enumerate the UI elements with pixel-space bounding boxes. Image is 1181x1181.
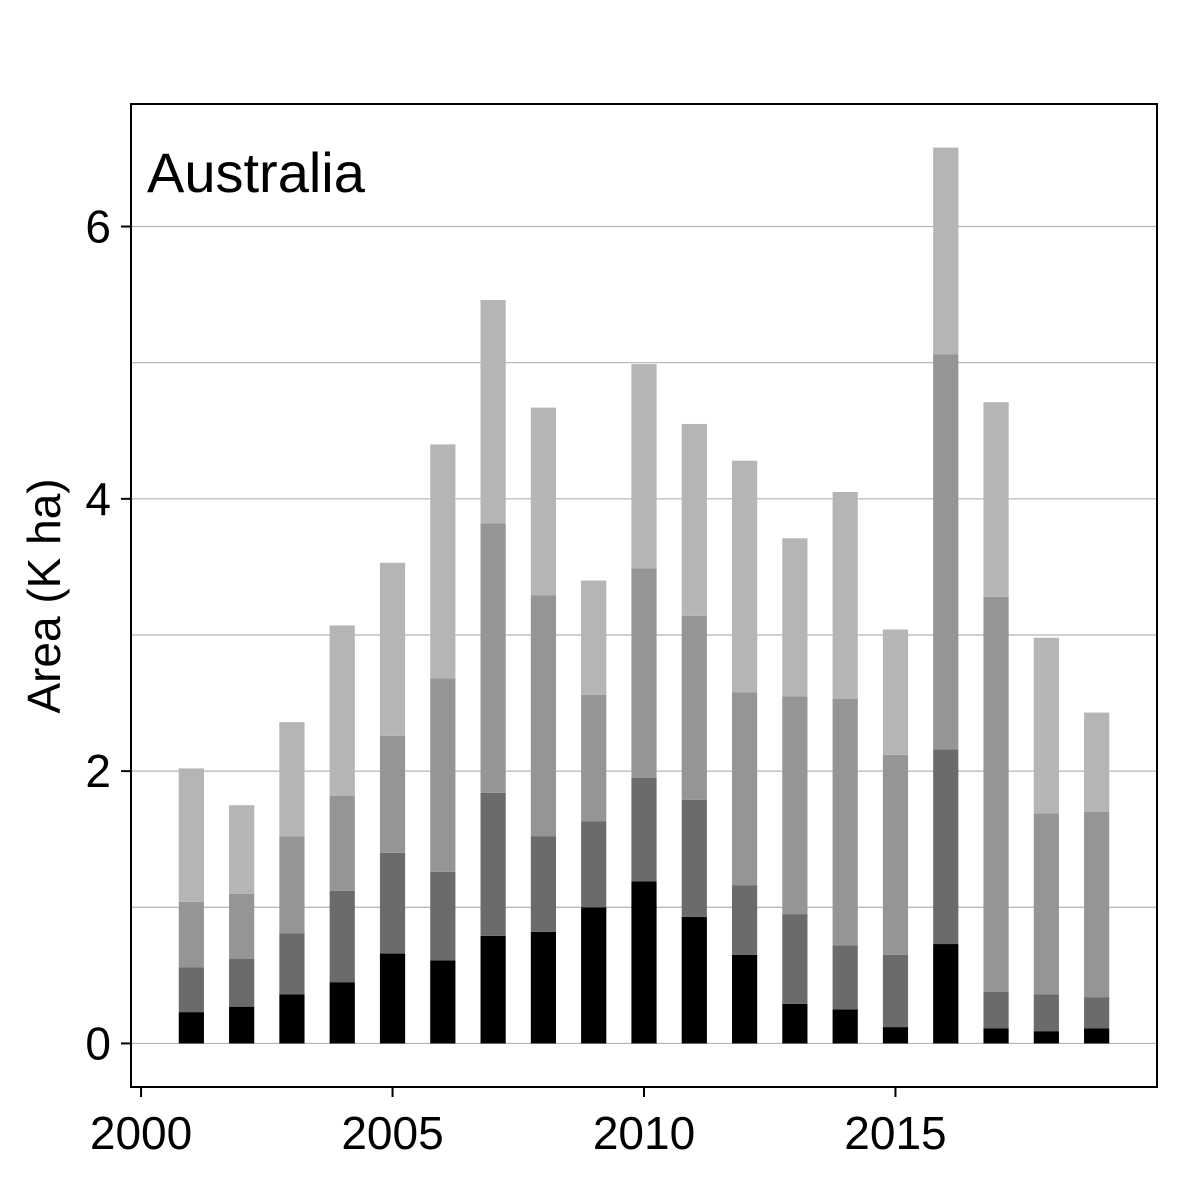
bar-segment	[631, 568, 657, 778]
y-axis-label: Area (K ha)	[18, 478, 70, 713]
bar-segment	[1084, 712, 1110, 812]
x-tick-label: 2000	[90, 1107, 192, 1159]
bar-segment	[379, 735, 406, 853]
bar-segment	[681, 916, 707, 1044]
bar-segment	[279, 933, 305, 995]
x-axis: 2000 2005 2010 2015	[90, 1087, 947, 1159]
bar-segment	[832, 1009, 858, 1044]
bar-segment	[229, 1006, 255, 1044]
chart-title: Australia	[147, 141, 366, 204]
bar-segment	[530, 931, 557, 1044]
bar-segment	[631, 777, 657, 882]
bar-segment	[1084, 811, 1110, 998]
bar-segment	[731, 954, 758, 1044]
bar-segment	[882, 629, 909, 755]
bar-segment	[832, 698, 858, 946]
bar-segment	[681, 423, 707, 616]
bar-segment	[480, 300, 506, 524]
bar-segment	[983, 1028, 1009, 1044]
bar-segment	[983, 991, 1009, 1029]
bar-segment	[329, 625, 355, 796]
x-tick-label: 2015	[844, 1107, 946, 1159]
bar-segment	[1033, 994, 1059, 1032]
bar-segment	[379, 852, 406, 954]
bar-segment	[882, 954, 909, 1028]
bar-segment	[782, 696, 808, 915]
bar-segment	[430, 871, 456, 961]
bar-segment	[430, 444, 456, 679]
bar-segment	[329, 890, 355, 983]
bar-segment	[731, 460, 758, 693]
bar-segment	[631, 881, 657, 1044]
bar-segment	[229, 959, 255, 1007]
bar-segment	[530, 595, 557, 837]
bar-segment	[782, 1003, 808, 1044]
bar-segment	[430, 678, 456, 872]
bar-segment	[782, 538, 808, 697]
bar-segment	[631, 364, 657, 569]
bar-segment	[279, 722, 305, 837]
bar-segment	[480, 792, 506, 936]
bar-segment	[1033, 813, 1059, 995]
y-tick-label: 4	[85, 473, 111, 525]
bar-segment	[832, 492, 858, 699]
bar-segment	[178, 967, 204, 1013]
bar-segment	[229, 805, 255, 894]
bar-segment	[329, 982, 355, 1044]
bar-segment	[279, 994, 305, 1044]
bar-segment	[681, 799, 707, 917]
y-tick-label: 2	[85, 745, 111, 797]
bar-segment	[581, 821, 607, 908]
bar-segment	[279, 836, 305, 934]
bars	[178, 147, 1110, 1044]
bar-segment	[782, 914, 808, 1004]
bar-segment	[983, 402, 1009, 597]
bar-segment	[832, 945, 858, 1010]
bar-segment	[480, 523, 506, 793]
bar-segment	[1084, 1028, 1110, 1044]
bar-segment	[480, 935, 506, 1044]
bar-segment	[681, 615, 707, 800]
bar-segment	[379, 953, 406, 1044]
bar-segment	[1033, 1031, 1059, 1044]
bar-segment	[430, 960, 456, 1044]
bar-segment	[933, 354, 959, 750]
bar-segment	[1033, 637, 1059, 814]
bar-segment	[731, 885, 758, 955]
bar-segment	[178, 901, 204, 968]
bar-segment	[882, 1027, 909, 1044]
bar-segment	[178, 1012, 204, 1044]
y-tick-label: 0	[85, 1017, 111, 1069]
bar-segment	[581, 907, 607, 1044]
bar-segment	[1084, 997, 1110, 1029]
x-tick-label: 2010	[593, 1107, 695, 1159]
bar-segment	[329, 795, 355, 891]
bar-segment	[933, 147, 959, 355]
x-tick-label: 2005	[341, 1107, 443, 1159]
bar-segment	[178, 768, 204, 902]
bar-segment	[983, 596, 1009, 992]
bar-segment	[581, 580, 607, 695]
bar-segment	[530, 407, 557, 596]
y-axis: 0 2 4 6	[85, 201, 131, 1069]
y-tick-label: 6	[85, 201, 111, 253]
bar-segment	[882, 754, 909, 955]
bar-segment	[581, 694, 607, 822]
bar-segment	[933, 749, 959, 945]
bar-segment	[229, 893, 255, 960]
bar-segment	[731, 692, 758, 886]
bar-segment	[379, 562, 406, 736]
bar-segment	[933, 944, 959, 1044]
bar-segment	[530, 836, 557, 932]
